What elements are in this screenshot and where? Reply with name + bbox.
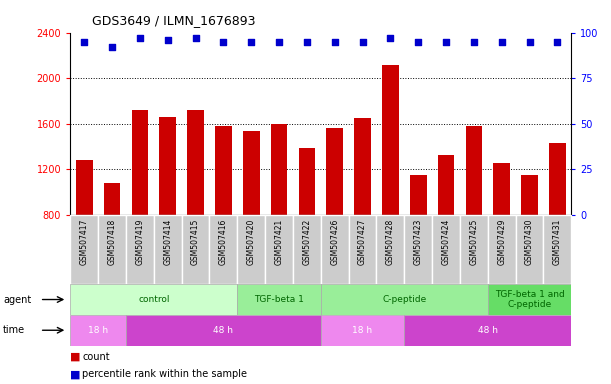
Point — [246, 39, 256, 45]
Bar — [321, 284, 488, 315]
Bar — [237, 215, 265, 284]
Text: control: control — [138, 295, 169, 304]
Text: 48 h: 48 h — [478, 326, 498, 335]
Text: GSM507431: GSM507431 — [553, 218, 562, 265]
Text: GDS3649 / ILMN_1676893: GDS3649 / ILMN_1676893 — [92, 14, 255, 27]
Bar — [181, 215, 210, 284]
Bar — [299, 148, 315, 215]
Text: GSM507425: GSM507425 — [469, 218, 478, 265]
Point — [525, 39, 535, 45]
Point — [274, 39, 284, 45]
Text: agent: agent — [3, 295, 31, 305]
Text: GSM507415: GSM507415 — [191, 218, 200, 265]
Text: GSM507422: GSM507422 — [302, 218, 312, 265]
Point — [552, 39, 562, 45]
Bar — [70, 315, 126, 346]
Bar — [493, 162, 510, 215]
Bar — [404, 315, 571, 346]
Text: GSM507419: GSM507419 — [136, 218, 144, 265]
Bar — [354, 118, 371, 215]
Text: GSM507420: GSM507420 — [247, 218, 255, 265]
Point — [413, 39, 423, 45]
Bar — [126, 215, 154, 284]
Bar — [70, 284, 237, 315]
Text: GSM507430: GSM507430 — [525, 218, 534, 265]
Point — [441, 39, 451, 45]
Text: GSM507421: GSM507421 — [274, 218, 284, 265]
Bar — [70, 215, 98, 284]
Bar — [432, 215, 460, 284]
Point — [357, 39, 367, 45]
Bar — [376, 215, 404, 284]
Point — [497, 39, 507, 45]
Text: GSM507426: GSM507426 — [330, 218, 339, 265]
Text: 18 h: 18 h — [88, 326, 108, 335]
Bar — [76, 161, 92, 215]
Bar — [104, 183, 120, 215]
Bar — [437, 155, 455, 215]
Point — [107, 44, 117, 50]
Bar — [410, 175, 426, 215]
Bar — [516, 215, 543, 284]
Bar — [271, 124, 287, 215]
Bar — [126, 315, 321, 346]
Text: GSM507424: GSM507424 — [442, 218, 450, 265]
Text: GSM507428: GSM507428 — [386, 218, 395, 265]
Bar — [326, 128, 343, 215]
Bar — [543, 215, 571, 284]
Point — [469, 39, 479, 45]
Bar — [488, 284, 571, 315]
Text: GSM507417: GSM507417 — [79, 218, 89, 265]
Text: percentile rank within the sample: percentile rank within the sample — [82, 369, 247, 379]
Text: ■: ■ — [70, 369, 81, 379]
Text: 18 h: 18 h — [353, 326, 373, 335]
Text: GSM507414: GSM507414 — [163, 218, 172, 265]
Text: C-peptide: C-peptide — [382, 295, 426, 304]
Bar — [243, 131, 260, 215]
Text: TGF-beta 1: TGF-beta 1 — [254, 295, 304, 304]
Bar — [215, 126, 232, 215]
Bar — [404, 215, 432, 284]
Point — [219, 39, 229, 45]
Text: 48 h: 48 h — [213, 326, 233, 335]
Text: ■: ■ — [70, 352, 81, 362]
Bar — [159, 117, 176, 215]
Point — [135, 35, 145, 41]
Bar — [210, 215, 237, 284]
Point — [191, 35, 200, 41]
Bar — [382, 65, 399, 215]
Text: count: count — [82, 352, 110, 362]
Bar — [521, 175, 538, 215]
Bar — [293, 215, 321, 284]
Text: GSM507427: GSM507427 — [358, 218, 367, 265]
Point — [163, 37, 172, 43]
Text: TGF-beta 1 and
C-peptide: TGF-beta 1 and C-peptide — [495, 290, 565, 309]
Bar — [549, 143, 566, 215]
Bar — [154, 215, 181, 284]
Bar — [488, 215, 516, 284]
Point — [330, 39, 340, 45]
Bar — [466, 126, 482, 215]
Bar — [321, 215, 349, 284]
Text: GSM507429: GSM507429 — [497, 218, 506, 265]
Point — [302, 39, 312, 45]
Text: GSM507416: GSM507416 — [219, 218, 228, 265]
Bar — [237, 284, 321, 315]
Bar — [460, 215, 488, 284]
Text: GSM507418: GSM507418 — [108, 218, 117, 265]
Text: time: time — [3, 325, 25, 335]
Bar — [98, 215, 126, 284]
Bar — [265, 215, 293, 284]
Text: GSM507423: GSM507423 — [414, 218, 423, 265]
Bar — [349, 215, 376, 284]
Bar — [187, 110, 204, 215]
Point — [79, 39, 89, 45]
Bar — [321, 315, 404, 346]
Bar — [131, 110, 148, 215]
Point — [386, 35, 395, 41]
